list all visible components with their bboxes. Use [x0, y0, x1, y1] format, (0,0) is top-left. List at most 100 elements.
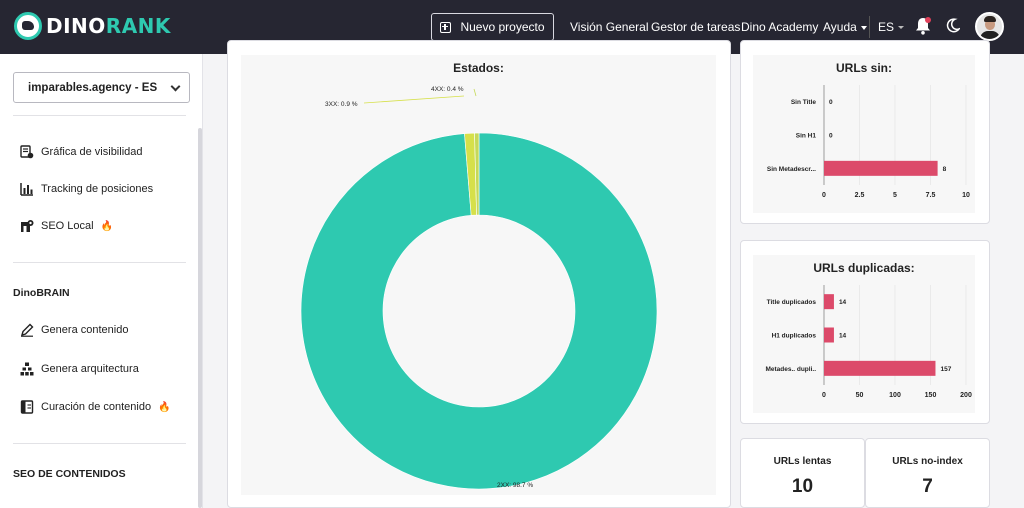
user-avatar[interactable]: [975, 12, 1004, 41]
slice-label-2xx: 2XX: 98.7 %: [497, 482, 534, 489]
sidebar-divider: [13, 443, 186, 444]
sidebar-item-label: Curación de contenido: [41, 401, 152, 413]
x-tick-label: 200: [960, 392, 972, 399]
leader-line-3xx: [363, 95, 465, 104]
dinorank-logo[interactable]: DINORANK: [14, 12, 171, 40]
dino-logo-icon: [14, 12, 42, 40]
sitemap-icon: [20, 362, 34, 376]
urls-sin-title: URLs sin:: [835, 61, 892, 75]
nav-separator: [869, 16, 870, 38]
bar-value-label: 0: [829, 133, 833, 140]
section-dinobrain: DinoBRAIN: [13, 287, 70, 299]
avatar-body: [980, 31, 1000, 39]
moon-icon[interactable]: [946, 18, 960, 33]
language-label: ES: [878, 20, 895, 34]
bar-value-label: 14: [839, 333, 847, 340]
visibility-chart-icon: [20, 145, 34, 159]
leader-line-4xx: [473, 88, 477, 97]
x-tick-label: 2.5: [855, 192, 865, 199]
urls-noindex-value: 7: [922, 476, 933, 497]
new-project-button[interactable]: Nuevo proyecto: [431, 13, 554, 41]
help-label: Ayuda: [823, 20, 857, 34]
language-selector[interactable]: ES: [878, 20, 905, 34]
x-tick-label: 100: [889, 392, 901, 399]
book-icon: [20, 400, 34, 414]
bar-value-label: 14: [839, 299, 847, 306]
urls-sin-bar-chart: 0 2.5 5 7.5 10 Sin Title 0 Sin H1 0 Sin Metadescr…: [767, 85, 970, 199]
urls-duplicadas-title: URLs duplicadas:: [813, 261, 915, 275]
sidebar-divider: [13, 115, 186, 116]
urls-duplicadas-bar-chart: 0 50 100 150 200 Title duplicados 14 H1 duplica…: [765, 285, 972, 399]
estados-panel: Estados: 3XX: 0.9 % 4XX: 0.4 % 2XX: 98.7…: [227, 40, 731, 508]
urls-sin-chart-area: [753, 55, 975, 213]
sidebar: imparables.agency - ES Gráfica de visibi…: [0, 54, 203, 508]
bar-chart-icon: [20, 183, 33, 196]
estados-donut-chart: [300, 88, 658, 490]
x-tick-label: 0: [822, 392, 826, 399]
bar: [824, 360, 936, 376]
x-tick-label: 7.5: [926, 192, 936, 199]
sidebar-item-label: Genera arquitectura: [41, 363, 139, 375]
sidebar-item-grafica-visibilidad[interactable]: Gráfica de visibilidad: [20, 145, 143, 159]
sidebar-scrollbar[interactable]: [198, 128, 202, 508]
pen-icon: [20, 323, 34, 337]
slice-label-3xx: 3XX: 0.9 %: [325, 101, 358, 108]
project-select[interactable]: imparables.agency - ES: [13, 72, 190, 103]
chevron-down-icon: [170, 81, 181, 92]
urls-lentas-label: URLs lentas: [773, 456, 832, 467]
urls-duplicadas-chart-area: [753, 255, 975, 413]
sidebar-divider: [13, 262, 186, 263]
bell-icon[interactable]: [915, 17, 931, 35]
sidebar-item-label: SEO Local: [41, 220, 94, 232]
sidebar-item-genera-contenido[interactable]: Genera contenido: [20, 323, 128, 337]
sidebar-item-genera-arquitectura[interactable]: Genera arquitectura: [20, 362, 139, 376]
sidebar-item-tracking-posiciones[interactable]: Tracking de posiciones: [20, 182, 153, 196]
fire-icon: 🔥: [100, 220, 114, 232]
bar: [824, 327, 834, 343]
x-tick-label: 0: [822, 192, 826, 199]
y-category-label: Title duplicados: [767, 299, 817, 306]
logo-text: DINORANK: [46, 14, 171, 38]
bar-value-label: 157: [940, 366, 951, 373]
chevron-down-icon: [860, 25, 867, 30]
x-tick-label: 50: [856, 392, 864, 399]
bar: [824, 160, 938, 176]
sidebar-item-seo-local[interactable]: SEO Local 🔥: [20, 219, 113, 233]
project-select-value: imparables.agency - ES: [28, 81, 158, 94]
y-category-label: Sin H1: [796, 133, 817, 140]
y-category-label: H1 duplicados: [772, 333, 817, 340]
avatar-head: [985, 18, 995, 30]
sidebar-item-label: Genera contenido: [41, 324, 129, 336]
slice-label-4xx: 4XX: 0.4 %: [431, 86, 464, 93]
avatar-hair: [984, 16, 996, 22]
new-project-label: Nuevo proyecto: [460, 20, 545, 34]
x-tick-label: 150: [925, 392, 937, 399]
plus-square-icon: [440, 21, 452, 33]
fire-icon: 🔥: [158, 401, 171, 413]
bar: [824, 294, 834, 310]
y-category-label: Sin Title: [791, 99, 817, 106]
chevron-down-icon: [898, 26, 905, 30]
urls-duplicadas-panel: URLs duplicadas: 0 50 100 150 200 Title dupli…: [740, 240, 990, 424]
urls-lentas-value: 10: [791, 476, 814, 497]
y-category-label: Metades.. dupli..: [765, 366, 816, 373]
x-tick-label: 10: [962, 192, 970, 199]
nav-ayuda[interactable]: Ayuda: [823, 20, 867, 34]
x-tick-label: 5: [893, 192, 897, 199]
urls-noindex-card[interactable]: URLs no-index 7: [865, 438, 990, 508]
urls-noindex-label: URLs no-index: [892, 456, 963, 467]
donut-slice-4xx: [474, 132, 480, 216]
nav-gestor-tareas[interactable]: Gestor de tareas: [651, 20, 741, 34]
nav-dino-academy[interactable]: Dino Academy: [741, 20, 819, 34]
map-pin-icon: [21, 220, 34, 232]
sidebar-item-curacion-contenido[interactable]: Curación de contenido 🔥: [20, 400, 171, 414]
nav-vision-general[interactable]: Visión General: [570, 20, 649, 34]
sidebar-item-label: Gráfica de visibilidad: [41, 146, 143, 158]
section-seo-contenidos: SEO DE CONTENIDOS: [13, 468, 126, 480]
donut-slice-2xx: [300, 132, 658, 490]
urls-sin-panel: URLs sin: 0 2.5 5 7.5 10 Sin Title 0 Sin H1 0 Sin…: [740, 40, 990, 224]
bar-value-label: 0: [829, 99, 833, 106]
y-category-label: Sin Metadescr...: [767, 166, 816, 173]
urls-lentas-card[interactable]: URLs lentas 10: [740, 438, 865, 508]
estados-title: Estados:: [453, 61, 504, 75]
